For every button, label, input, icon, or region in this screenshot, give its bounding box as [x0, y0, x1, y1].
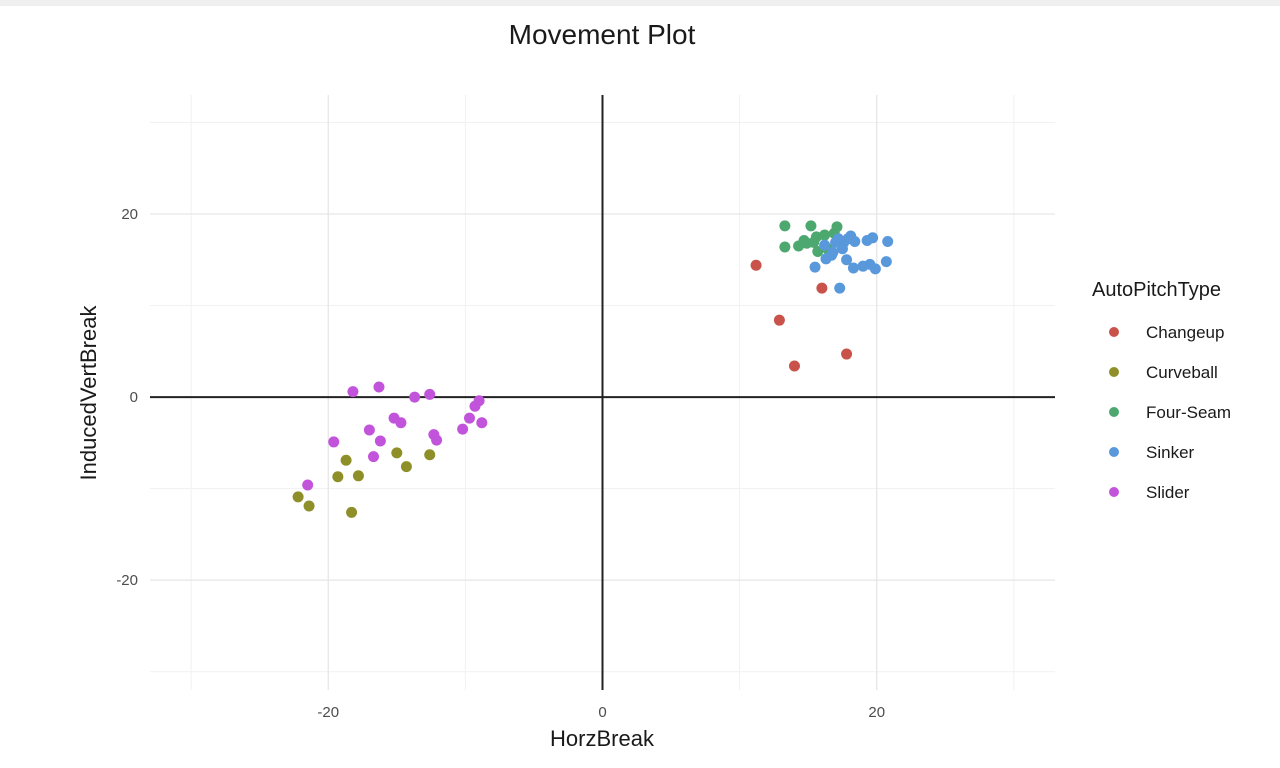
curveball-point: [391, 447, 403, 459]
slider-point: [368, 451, 380, 463]
sinker-point: [841, 254, 853, 266]
sinker-point: [847, 262, 859, 274]
slider-point: [476, 417, 488, 429]
sinker-point: [819, 239, 831, 251]
slider-point: [457, 423, 469, 435]
legend-label-curveball: Curveball: [1146, 363, 1218, 382]
legend-label-slider: Slider: [1146, 483, 1190, 502]
slider-point: [463, 412, 475, 424]
legend-swatch-slider: [1109, 487, 1119, 497]
sinker-point: [849, 235, 861, 247]
slider-point: [431, 434, 443, 446]
four-seam-point: [805, 220, 817, 232]
slider-point: [373, 381, 385, 393]
curveball-point: [346, 506, 358, 518]
sinker-point: [869, 263, 881, 275]
legend-swatch-curveball: [1109, 367, 1119, 377]
reference-lines: [150, 95, 1055, 690]
slider-point: [374, 435, 386, 447]
legend-items: Changeup Curveball Four-Seam Sinker Slider: [1109, 323, 1231, 502]
legend-swatch-four-seam: [1109, 407, 1119, 417]
curveball-point: [340, 454, 352, 466]
x-tick-label: 0: [598, 704, 606, 721]
sinker-point: [867, 232, 879, 244]
four-seam-point: [779, 220, 791, 232]
slider-point: [473, 395, 485, 407]
legend-label-changeup: Changeup: [1146, 323, 1224, 342]
top-band: [0, 0, 1280, 6]
sinker-point: [880, 256, 892, 268]
x-tick-label: -20: [317, 704, 339, 721]
curveball-point: [352, 470, 364, 482]
tick-labels: -20 0 20 -20 0 20: [116, 206, 885, 721]
legend-title: AutoPitchType: [1092, 279, 1221, 301]
four-seam-point: [779, 241, 791, 253]
slider-point: [302, 479, 314, 491]
changeup-point: [750, 259, 762, 271]
curveball-point: [424, 449, 436, 461]
y-tick-label: 0: [130, 389, 138, 406]
y-tick-label: -20: [116, 572, 138, 589]
legend-swatch-changeup: [1109, 327, 1119, 337]
four-seam-point: [801, 237, 813, 249]
slider-point: [363, 424, 375, 436]
slider-point: [328, 436, 340, 448]
slider-point: [424, 388, 436, 400]
changeup-point: [816, 282, 828, 294]
legend-label-sinker: Sinker: [1146, 443, 1195, 462]
x-axis-title: HorzBreak: [550, 726, 655, 751]
four-seam-point: [819, 229, 831, 241]
changeup-point: [773, 314, 785, 326]
changeup-point: [788, 360, 800, 372]
sinker-point: [825, 249, 837, 261]
sinker-point: [834, 282, 846, 294]
legend-swatch-sinker: [1109, 447, 1119, 457]
data-points: [292, 220, 894, 518]
curveball-point: [400, 461, 412, 473]
curveball-point: [292, 491, 304, 503]
y-tick-label: 20: [121, 206, 138, 223]
sinker-point: [882, 235, 894, 247]
curveball-point: [332, 471, 344, 483]
changeup-point: [841, 348, 853, 360]
slider-point: [347, 386, 359, 398]
sinker-point: [809, 261, 821, 273]
slider-point: [395, 417, 407, 429]
legend-label-four-seam: Four-Seam: [1146, 403, 1231, 422]
sinker-point: [836, 243, 848, 255]
chart-title: Movement Plot: [509, 19, 696, 50]
x-tick-label: 20: [868, 704, 885, 721]
curveball-point: [303, 500, 315, 512]
legend: AutoPitchType Changeup Curveball Four-Seam…: [1092, 279, 1231, 502]
slider-point: [409, 391, 421, 403]
y-axis-title: InducedVertBreak: [76, 305, 101, 481]
